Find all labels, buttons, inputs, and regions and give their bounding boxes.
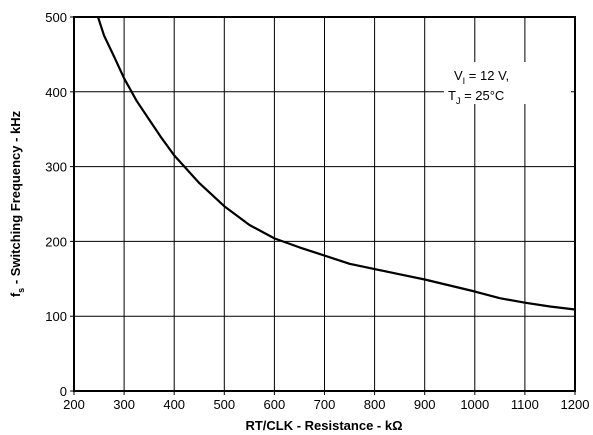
x-axis-label: RT/CLK - Resistance - kΩ	[245, 418, 402, 433]
y-tick-label: 100	[45, 309, 67, 324]
x-tick-label: 200	[63, 397, 85, 412]
y-tick-label: 0	[60, 384, 67, 399]
y-tick-label: 400	[45, 85, 67, 100]
annotation-line-1: VI = 12 V,	[454, 68, 509, 86]
x-tick-label: 800	[364, 397, 386, 412]
y-axis-label: fs - Switching Frequency - kHz	[8, 110, 26, 297]
data-series	[96, 15, 577, 311]
x-tick-label: 1100	[511, 397, 539, 412]
tick-labels: 200 300 400 500 600 700 800 900 1000 1100 1200 0 100…	[45, 10, 589, 412]
plot-frame	[73, 16, 576, 392]
x-tick-label: 300	[113, 397, 135, 412]
x-tick-label: 900	[414, 397, 436, 412]
x-tick-label: 500	[213, 397, 235, 412]
annotation-background	[444, 62, 571, 104]
y-tick-label: 500	[45, 10, 67, 25]
x-tick-label: 600	[264, 397, 286, 412]
x-tick-label: 400	[163, 397, 185, 412]
y-tick-label: 200	[45, 234, 67, 249]
x-tick-label: 700	[314, 397, 336, 412]
grid-lines	[70, 16, 576, 395]
x-tick-label: 1200	[561, 397, 590, 412]
frequency-curve	[96, 15, 577, 311]
x-tick-label: 1000	[460, 397, 489, 412]
y-tick-label: 300	[45, 160, 67, 175]
annotation-line-2: TJ = 25°C	[448, 88, 504, 106]
